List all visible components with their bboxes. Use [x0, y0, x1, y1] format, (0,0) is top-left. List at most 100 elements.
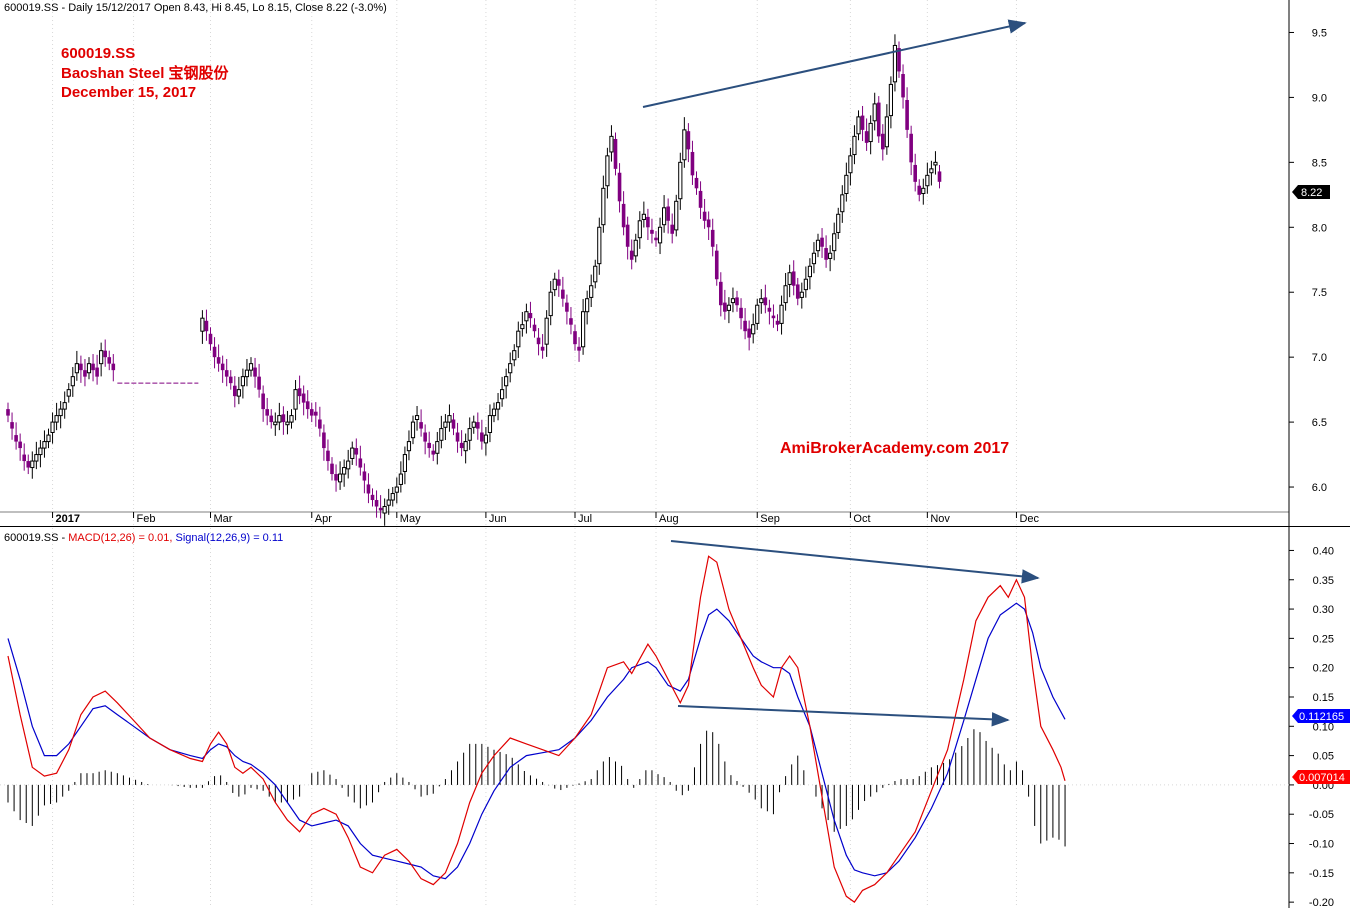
candle-body-up — [285, 421, 290, 426]
candle-body-down — [617, 172, 622, 202]
candle-body-down — [739, 307, 743, 319]
price-y-tick-label: 7.5 — [1312, 287, 1327, 299]
candle-body-down — [577, 346, 581, 351]
candle-body-down — [301, 393, 306, 403]
candle-body-up — [491, 408, 497, 417]
candle-body-up — [585, 298, 590, 313]
macd-y-tick-label: 0.30 — [1313, 604, 1334, 616]
candle-body-down — [714, 250, 719, 280]
x-tick-label: Jul — [578, 513, 592, 525]
price-panel — [0, 0, 1289, 526]
macd-y-tick-label: 0.05 — [1313, 751, 1334, 763]
candle-body-down — [743, 320, 747, 332]
candle-body-down — [532, 324, 537, 332]
candle-body-down — [694, 177, 699, 189]
candle-body-down — [204, 320, 209, 332]
macd-y-tick-label: 0.15 — [1313, 692, 1334, 704]
candle-body-down — [269, 415, 274, 423]
x-tick-label: Oct — [853, 513, 870, 525]
svg-text:0.112165: 0.112165 — [1299, 711, 1344, 723]
signal-line — [7, 602, 1066, 880]
candle-body-up — [755, 304, 760, 324]
candle-body-up — [637, 220, 642, 239]
candle-body-up — [435, 441, 440, 454]
candle-body-down — [305, 401, 310, 410]
candle-body-up — [346, 460, 351, 470]
candle-body-down — [876, 102, 881, 137]
candle-body-up — [828, 252, 833, 259]
candle-body-up — [406, 441, 412, 452]
candle-body-up — [70, 376, 75, 387]
candle-body-down — [318, 419, 322, 429]
candle-body-up — [929, 168, 934, 174]
candle-body-up — [548, 291, 553, 317]
candle-body-up — [633, 239, 638, 257]
candle-body-up — [471, 421, 476, 428]
candle-body-down — [91, 363, 95, 371]
annotation-symbol: 600019.SS — [61, 45, 135, 62]
candle-body-down — [613, 138, 618, 169]
candle-body-up — [342, 467, 347, 475]
candle-body-down — [905, 100, 909, 130]
price-y-tick-label: 7.0 — [1312, 352, 1327, 364]
candle-body-down — [747, 328, 751, 338]
candle-body-down — [14, 435, 18, 442]
candle-body-up — [34, 454, 39, 462]
candle-body-up — [86, 363, 92, 374]
candle-body-down — [702, 211, 707, 221]
candle-body-up — [682, 129, 687, 161]
candle-body-down — [370, 494, 375, 501]
candle-body-up — [783, 285, 788, 304]
price-y-axis: 6.0 6.5 7.0 7.5 8.0 8.5 9.0 9.5 — [1289, 27, 1327, 494]
candle-body-down — [565, 302, 569, 312]
price-y-tick-label: 8.5 — [1312, 157, 1327, 169]
candle-body-down — [103, 350, 107, 358]
candle-body-up — [657, 226, 663, 244]
candle-body-down — [220, 363, 225, 371]
candle-body-down — [860, 115, 865, 130]
candle-body-down — [228, 376, 233, 384]
last-close-label: 8.22 — [1292, 185, 1330, 199]
candle-body-up — [483, 434, 488, 444]
candle-body-up — [273, 421, 278, 426]
candle-body-up — [520, 324, 525, 330]
candle-body-down — [670, 224, 674, 234]
candle-body-up — [840, 194, 845, 213]
candle-body-up — [803, 278, 808, 291]
price-chart-header: 600019.SS - Daily 15/12/2017 Open 8.43, … — [4, 2, 387, 14]
watermark: AmiBrokerAcademy.com 2017 — [780, 440, 1009, 457]
candle-body-down — [451, 419, 456, 429]
candle-body-down — [358, 458, 363, 468]
signal-value-label: 0.112165 — [1292, 709, 1350, 723]
candle-body-down — [10, 422, 14, 429]
candle-body-up — [500, 389, 505, 400]
x-axis: 2017 Feb Mar Apr May Jun Jul Aug Sep Oct Nov Dec — [0, 511, 1289, 525]
x-tick-label: Mar — [214, 513, 233, 525]
candle-body-up — [852, 135, 857, 156]
candle-body-down — [326, 450, 330, 462]
candle-body-down — [646, 216, 650, 228]
candle-body-down — [297, 388, 302, 397]
candle-body-down — [83, 370, 87, 377]
candle-body-down — [480, 432, 484, 442]
candle-body-down — [686, 131, 691, 150]
candle-body-up — [42, 441, 47, 449]
candle-body-down — [820, 237, 824, 247]
candle-body-down — [419, 422, 423, 429]
macd-y-tick-label: 0.10 — [1313, 721, 1334, 733]
candle-body-down — [795, 284, 800, 299]
candle-body-down — [771, 315, 776, 319]
candle-body-up — [66, 389, 71, 397]
candle-body-up — [925, 174, 930, 187]
candle-body-down — [573, 331, 577, 345]
price-y-tick-label: 9.0 — [1312, 92, 1327, 104]
candle-body-up — [730, 298, 736, 304]
candle-body-up — [398, 473, 403, 485]
svg-text:0.007014: 0.007014 — [1299, 772, 1345, 784]
candle-body-up — [892, 44, 898, 83]
candle-body-up — [350, 447, 355, 459]
candle-body-up — [390, 493, 395, 501]
candle-body-up — [807, 265, 812, 278]
candle-body-up — [402, 454, 407, 472]
